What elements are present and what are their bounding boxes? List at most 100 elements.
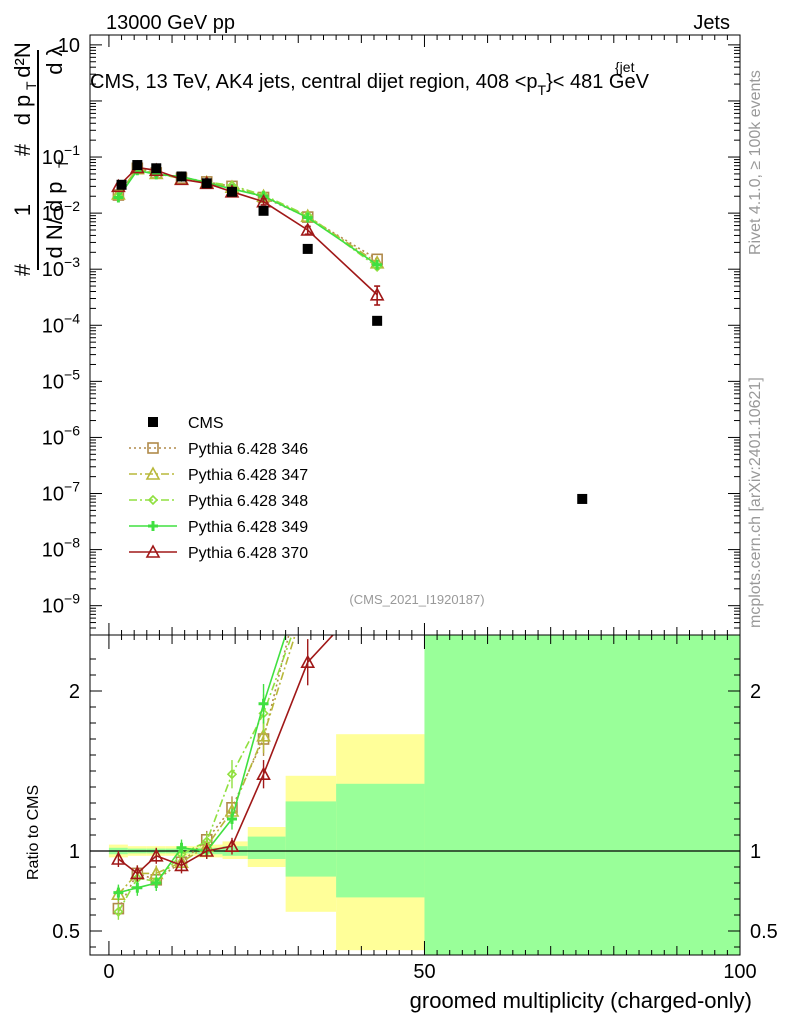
- y-tick-label-exp: −8: [64, 535, 80, 551]
- y-tick-label-ratio: 1: [69, 841, 80, 863]
- y-tick-label-main: 10−4: [42, 310, 80, 337]
- y-tick-label-base: 10: [42, 203, 64, 225]
- y-tick-label-ratio: 0.5: [52, 921, 80, 943]
- ratio-point: [148, 848, 164, 862]
- series-line: [117, 168, 378, 268]
- ratio-line: [117, 635, 296, 895]
- legend-label: Pythia 6.428 370: [188, 545, 308, 562]
- ratio-point: [113, 887, 124, 898]
- data-point: [201, 178, 212, 189]
- series-line: [117, 169, 378, 266]
- y-tick-label-ratio-right: 0.5: [750, 921, 778, 943]
- series-pythia-6-428-348: [113, 164, 383, 273]
- y-tick-label-main: 10: [58, 35, 80, 57]
- y-tick-label-main: 10−7: [42, 479, 80, 506]
- ratio-series-pythia-6-428-349: [113, 635, 287, 901]
- watermark: (CMS_2021_I1920187): [349, 592, 484, 607]
- legend-label: Pythia 6.428 349: [188, 519, 308, 536]
- y-tick-label-base: 10: [42, 596, 64, 618]
- y-axis-label-num2-sub: T: [23, 81, 39, 90]
- uncertainty-band-inner: [285, 801, 337, 877]
- ratio-series-pythia-6-428-348: [113, 635, 293, 920]
- y-tick-label-main: 10−8: [42, 535, 80, 562]
- ratio-point: [226, 814, 237, 824]
- y-axis-label-hash1: #: [10, 263, 35, 276]
- header-right: Jets: [693, 12, 730, 34]
- series-line: [117, 167, 378, 264]
- y-tick-label-main: 10−3: [42, 254, 80, 281]
- y-tick-label-ratio-right: 2: [750, 681, 761, 703]
- x-axis-label: groomed multiplicity (charged-only): [410, 988, 752, 1013]
- y-tick-label-main: 10−5: [42, 366, 80, 393]
- ratio-point: [256, 766, 271, 781]
- y-tick-label-base: 10: [42, 315, 64, 337]
- y-axis-label-num1: #: [10, 143, 35, 156]
- uncertainty-band-inner: [424, 635, 740, 955]
- y-axis-label-main: # 1 d N/ d p T # d p T d²N d λ: [10, 42, 71, 276]
- legend-marker: [145, 466, 161, 480]
- legend-marker: [147, 494, 159, 506]
- ratio-point: [256, 728, 271, 742]
- data-point: [132, 160, 143, 171]
- x-tick-label: 0: [103, 961, 114, 983]
- y-tick-label-base: 10: [42, 371, 64, 393]
- y-tick-label-main: 10−2: [42, 198, 80, 225]
- data-point: [302, 212, 313, 223]
- series-pythia-6-428-349: [113, 165, 383, 270]
- y-axis-label-ratio: Ratio to CMS: [25, 785, 42, 880]
- y-tick-label-base: 10: [42, 427, 64, 449]
- ratio-point: [199, 843, 215, 857]
- y-tick-label-ratio-right: 1: [750, 841, 761, 863]
- series-line: [117, 167, 378, 261]
- legend-marker: [148, 417, 158, 427]
- side-label-bottom: mcplots.cern.ch [arXiv:2401.10621]: [747, 377, 764, 628]
- legend: CMS Pythia 6.428 346 Pythia 6.428 347 Pythi…: [129, 415, 308, 562]
- y-axis-label-num2: d p: [10, 95, 35, 126]
- data-point: [372, 315, 383, 326]
- y-tick-label-exp: −2: [64, 198, 80, 214]
- x-tick-label: 50: [413, 961, 435, 983]
- uncertainty-band-inner: [336, 783, 425, 898]
- y-tick-label-exp: −5: [64, 366, 80, 382]
- plot-title-main: CMS, 13 TeV, AK4 jets, central dijet reg…: [90, 71, 538, 93]
- ratio-point: [226, 769, 238, 780]
- data-point: [116, 179, 127, 190]
- plot-title-sub: T: [538, 82, 547, 98]
- ratio-point: [300, 654, 316, 669]
- side-label-top: Rivet 4.1.0, ≥ 100k events: [747, 70, 764, 255]
- legend-marker: [145, 544, 161, 558]
- y-tick-label-base: 10: [42, 147, 64, 169]
- y-tick-label-base: 10: [42, 259, 64, 281]
- y-axis-label-den-sub: T: [55, 159, 71, 168]
- y-axis-label-num4: d λ: [42, 45, 67, 74]
- y-axis-label-1: 1: [10, 204, 35, 216]
- series-pythia-6-428-347: [111, 161, 385, 269]
- main-panel: 13000 GeV pp Jets 10−910−810−710−610−510…: [10, 12, 764, 636]
- data-point: [176, 171, 187, 182]
- legend-marker: [147, 442, 159, 454]
- y-tick-label-exp: −9: [64, 591, 80, 607]
- y-tick-label-exp: −1: [64, 142, 80, 158]
- data-point: [151, 163, 162, 174]
- data-point: [258, 205, 269, 216]
- y-axis-label-den: d N/ d p: [42, 181, 67, 258]
- y-tick-label-ratio: 2: [69, 681, 80, 703]
- legend-marker: [148, 521, 158, 531]
- data-point: [372, 259, 383, 270]
- legend-label: Pythia 6.428 347: [188, 467, 308, 484]
- series-pythia-6-428-370: [111, 159, 385, 306]
- legend-label: Pythia 6.428 346: [188, 441, 308, 458]
- plot-title-sup: {jet: [615, 59, 635, 75]
- series-cms: [116, 160, 588, 504]
- ratio-point: [113, 906, 124, 917]
- legend-label: Pythia 6.428 348: [188, 493, 308, 510]
- ratio-panel: 0.5 0.5 1 1 2 2 0 50 100 Ratio to CMS groomed mu…: [25, 634, 778, 1013]
- ratio-point: [176, 842, 187, 853]
- ratio-point: [151, 878, 162, 888]
- ratio-point: [132, 882, 143, 893]
- data-point: [300, 222, 316, 236]
- y-tick-label-base: 10: [42, 540, 64, 562]
- ratio-plot-area: 0.5 0.5 1 1 2 2 0 50 100: [52, 634, 778, 983]
- main-plot-area: 10−910−810−710−610−510−410−310−210−110: [42, 34, 741, 636]
